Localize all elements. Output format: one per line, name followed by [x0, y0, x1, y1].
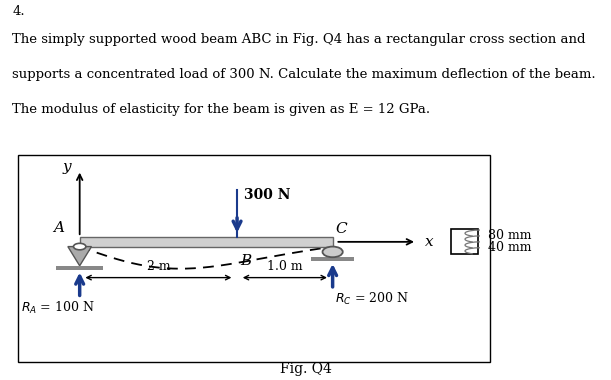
Text: The simply supported wood beam ABC in Fig. Q4 has a rectangular cross section an: The simply supported wood beam ABC in Fi…: [12, 33, 586, 46]
Bar: [56, 266, 103, 270]
Text: 4.: 4.: [12, 5, 25, 17]
Text: 80 mm: 80 mm: [488, 229, 532, 242]
Text: The modulus of elasticity for the beam is given as E = 12 GPa.: The modulus of elasticity for the beam i…: [12, 103, 430, 116]
Polygon shape: [68, 247, 92, 266]
Text: 300 N: 300 N: [244, 188, 290, 203]
Text: Fig. Q4: Fig. Q4: [280, 362, 331, 375]
Text: A: A: [53, 221, 64, 235]
Text: C: C: [335, 222, 347, 236]
Text: supports a concentrated load of 300 N. Calculate the maximum deflection of the b: supports a concentrated load of 300 N. C…: [12, 68, 596, 81]
Bar: [79, 237, 332, 247]
Bar: [311, 257, 354, 261]
Text: $R_C$ = 200 N: $R_C$ = 200 N: [335, 291, 409, 307]
Bar: [451, 229, 478, 254]
Text: 40 mm: 40 mm: [488, 241, 532, 254]
Text: 2 m: 2 m: [147, 260, 170, 273]
Text: x: x: [425, 235, 434, 249]
Circle shape: [323, 247, 343, 257]
Text: B: B: [240, 254, 251, 268]
Bar: [18, 155, 490, 362]
Text: y: y: [62, 160, 71, 174]
Circle shape: [73, 243, 86, 250]
Text: $R_A$ = 100 N: $R_A$ = 100 N: [21, 300, 95, 316]
Text: 1.0 m: 1.0 m: [267, 260, 302, 273]
